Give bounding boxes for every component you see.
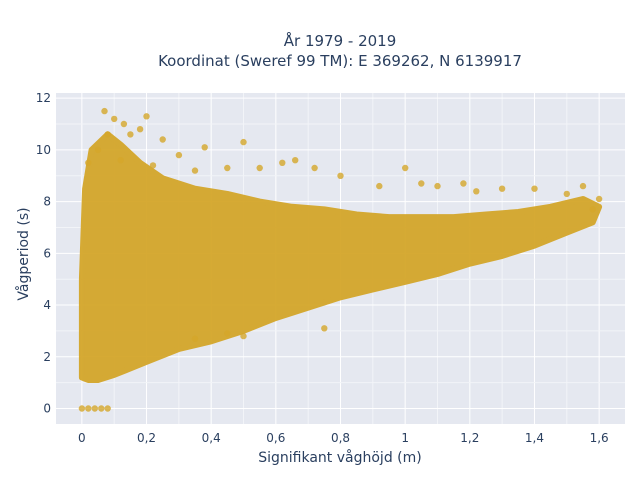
data-point xyxy=(104,131,111,138)
chart-title-line-1: År 1979 - 2019 xyxy=(284,31,397,50)
y-tick-label: 4 xyxy=(43,298,51,312)
data-point xyxy=(143,113,150,120)
data-point xyxy=(191,335,199,342)
y-tick-label: 0 xyxy=(43,401,51,415)
data-point xyxy=(240,332,247,340)
data-point xyxy=(256,164,263,172)
x-tick-label: 0 xyxy=(78,431,86,445)
data-point xyxy=(117,157,124,164)
data-points xyxy=(78,107,603,412)
data-point xyxy=(78,405,86,412)
data-point xyxy=(175,151,183,159)
x-tick-label: 1 xyxy=(401,431,409,445)
x-tick-label: 0,2 xyxy=(137,431,156,445)
data-point xyxy=(337,172,344,179)
data-point xyxy=(136,126,144,133)
data-point xyxy=(224,330,231,337)
data-point xyxy=(579,182,587,190)
y-tick-label: 8 xyxy=(43,195,51,209)
x-axis-title: Signifikant våghöjd (m) xyxy=(258,449,421,466)
data-point xyxy=(101,107,108,115)
data-point xyxy=(111,115,118,123)
x-tick-label: 1,6 xyxy=(590,431,609,445)
data-point xyxy=(402,164,409,172)
data-point xyxy=(498,185,506,192)
data-point xyxy=(85,405,92,412)
x-tick-label: 1,4 xyxy=(525,431,544,445)
data-point xyxy=(376,182,383,190)
data-point xyxy=(201,144,208,151)
data-point xyxy=(98,405,105,412)
data-point xyxy=(595,195,603,203)
chart-title-line-2: Koordinat (Sweref 99 TM): E 369262, N 61… xyxy=(158,52,522,70)
data-point xyxy=(563,190,570,198)
x-tick-label: 0,6 xyxy=(266,431,285,445)
data-point xyxy=(149,162,157,169)
data-point xyxy=(240,138,247,146)
y-tick-label: 10 xyxy=(36,143,51,157)
data-point xyxy=(85,159,92,166)
y-tick-label: 6 xyxy=(43,246,51,260)
data-point xyxy=(279,159,286,166)
data-point xyxy=(94,146,102,154)
data-point xyxy=(460,180,467,187)
data-point xyxy=(91,405,99,412)
y-tick-label: 2 xyxy=(43,350,51,364)
data-point xyxy=(120,120,128,128)
data-point xyxy=(434,182,441,190)
data-point xyxy=(292,157,299,164)
data-point xyxy=(589,206,596,213)
tick-labels: 0 0,2 0,4 0,6 0,8 1 1,2 1,4 1,6 0 2 4 6 8 10 12 xyxy=(36,91,609,445)
point-cloud-fill xyxy=(78,131,603,383)
x-tick-label: 1,2 xyxy=(460,431,479,445)
y-axis-title: Vågperiod (s) xyxy=(15,207,32,300)
data-point xyxy=(127,131,134,138)
data-point xyxy=(321,325,328,332)
data-point xyxy=(311,164,318,172)
x-tick-label: 0,8 xyxy=(331,431,350,445)
x-tick-label: 0,4 xyxy=(202,431,221,445)
data-point xyxy=(473,188,480,195)
data-point xyxy=(531,185,538,192)
data-point xyxy=(159,136,166,143)
data-point xyxy=(191,167,199,174)
data-point xyxy=(104,405,111,412)
data-point xyxy=(224,164,231,172)
data-point xyxy=(418,180,425,187)
y-tick-label: 12 xyxy=(36,91,51,105)
point-cloud xyxy=(78,131,603,383)
